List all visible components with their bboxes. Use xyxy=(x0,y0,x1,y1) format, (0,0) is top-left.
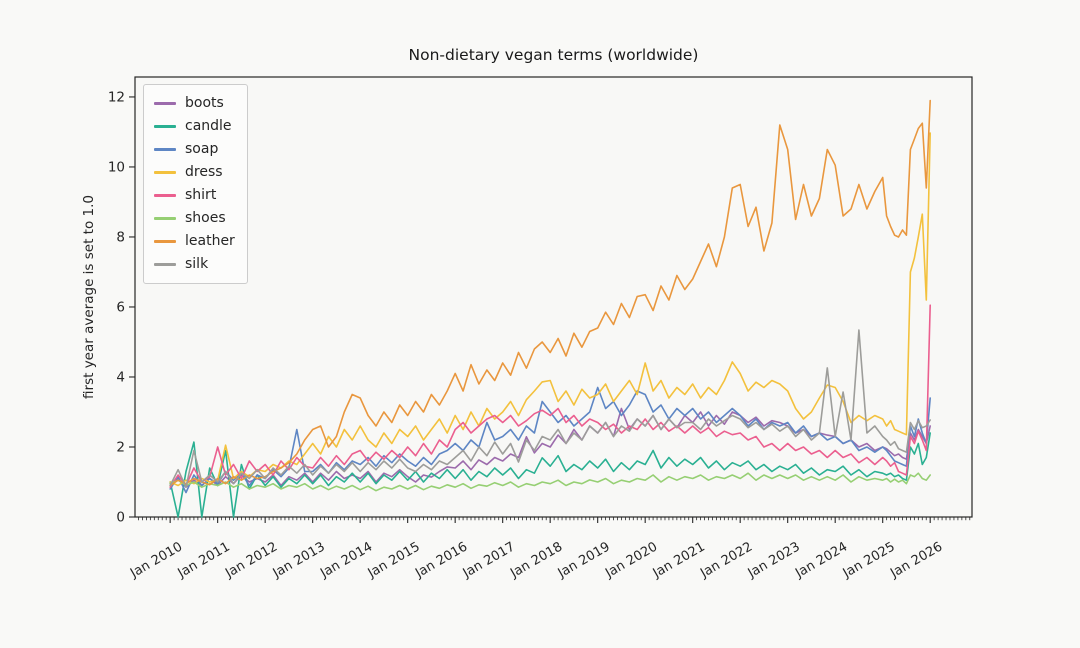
x-tick-label: Jan 2016 xyxy=(412,539,470,581)
legend-item-boots: boots xyxy=(154,92,235,115)
legend-swatch-dress xyxy=(154,171,176,174)
legend-swatch-candle xyxy=(154,125,176,128)
series-line-shoes xyxy=(169,472,932,492)
x-tick-label: Jan 2021 xyxy=(650,539,708,581)
x-tick-label: Jan 2017 xyxy=(460,539,518,581)
series-line-leather xyxy=(169,99,932,487)
legend-label: candle xyxy=(185,118,232,134)
series-line-candle xyxy=(169,432,932,518)
legend-item-candle: candle xyxy=(154,115,235,138)
y-tick-label: 8 xyxy=(116,229,125,245)
legend-item-silk: silk xyxy=(154,253,235,276)
x-tick-label: Jan 2023 xyxy=(745,539,803,581)
chart-title: Non-dietary vegan terms (worldwide) xyxy=(408,46,699,64)
series-line-silk xyxy=(169,329,932,489)
series-line-shirt xyxy=(169,304,932,489)
legend-label: shoes xyxy=(185,210,226,226)
x-tick-label: Jan 2018 xyxy=(507,539,565,581)
x-tick-label: Jan 2014 xyxy=(317,539,375,581)
legend-label: shirt xyxy=(185,187,217,203)
y-tick-label: 10 xyxy=(108,159,125,175)
x-tick-label: Jan 2026 xyxy=(887,539,945,581)
y-tick-label: 12 xyxy=(108,89,125,105)
x-tick-label: Jan 2025 xyxy=(840,539,898,581)
legend-label: boots xyxy=(185,95,224,111)
legend: boots candle soap dress shirt shoes leather sil… xyxy=(143,84,248,284)
plot-area xyxy=(134,76,973,518)
legend-label: silk xyxy=(185,256,209,272)
series-line-dress xyxy=(169,132,932,487)
x-tick-label: Jan 2022 xyxy=(697,539,755,581)
legend-item-dress: dress xyxy=(154,161,235,184)
legend-swatch-boots xyxy=(154,102,176,105)
x-tick-label: Jan 2013 xyxy=(270,539,328,581)
legend-item-leather: leather xyxy=(154,230,235,253)
legend-label: dress xyxy=(185,164,223,180)
legend-item-soap: soap xyxy=(154,138,235,161)
legend-item-shirt: shirt xyxy=(154,184,235,207)
legend-item-shoes: shoes xyxy=(154,207,235,230)
y-tick-label: 6 xyxy=(116,299,125,315)
y-tick-label: 0 xyxy=(116,510,125,526)
x-tick-label: Jan 2011 xyxy=(175,539,233,581)
legend-swatch-shirt xyxy=(154,194,176,197)
series-line-soap xyxy=(169,386,932,494)
x-tick-label: Jan 2019 xyxy=(555,539,613,581)
x-tick-label: Jan 2020 xyxy=(602,539,660,581)
y-tick-label: 4 xyxy=(116,369,125,385)
legend-swatch-silk xyxy=(154,263,176,266)
legend-swatch-soap xyxy=(154,148,176,151)
x-tick-label: Jan 2024 xyxy=(792,539,850,581)
x-tick-label: Jan 2010 xyxy=(127,539,185,581)
x-tick-label: Jan 2015 xyxy=(365,539,423,581)
legend-label: leather xyxy=(185,233,235,249)
legend-swatch-leather xyxy=(154,240,176,243)
legend-swatch-shoes xyxy=(154,217,176,220)
y-tick-label: 2 xyxy=(116,439,125,455)
x-tick-label: Jan 2012 xyxy=(222,539,280,581)
legend-label: soap xyxy=(185,141,219,157)
